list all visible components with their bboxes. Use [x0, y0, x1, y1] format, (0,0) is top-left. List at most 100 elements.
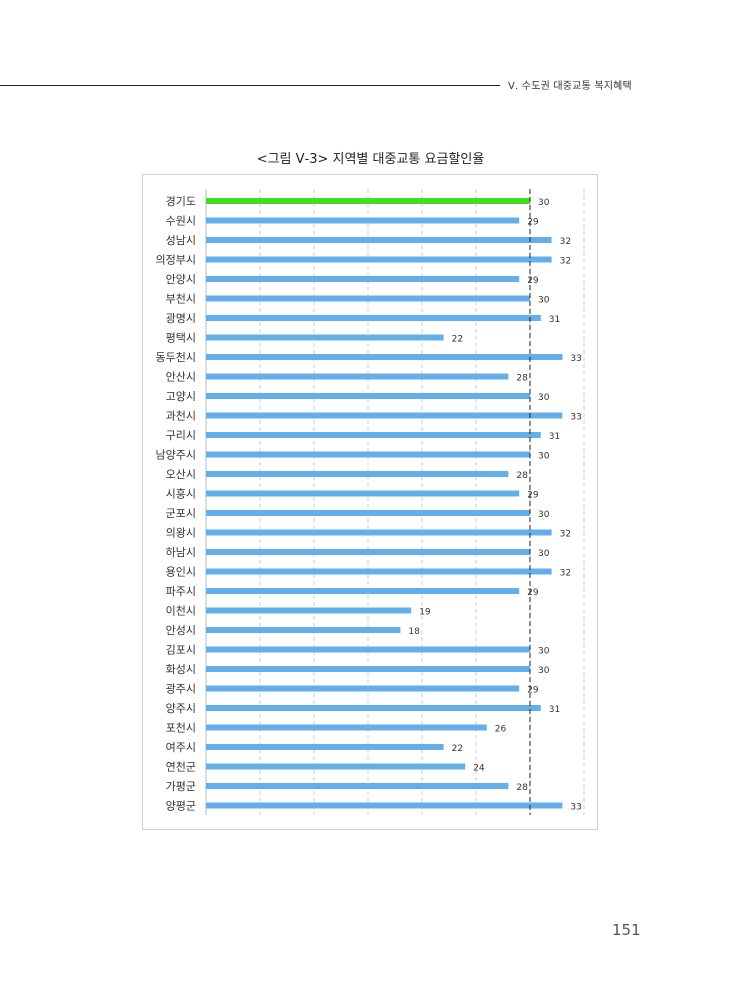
value-label: 33	[570, 413, 581, 423]
value-label: 22	[452, 335, 463, 345]
bar	[206, 646, 530, 653]
category-label: 의왕시	[166, 527, 196, 540]
value-label: 28	[516, 374, 528, 384]
value-label: 32	[560, 237, 571, 247]
value-label: 29	[527, 588, 539, 598]
category-label: 광명시	[166, 312, 196, 325]
value-label: 24	[473, 764, 485, 774]
value-label: 32	[560, 257, 571, 267]
category-label: 오산시	[166, 468, 196, 481]
bar	[206, 373, 509, 380]
bar	[206, 490, 520, 497]
bar	[206, 510, 530, 516]
category-label: 군포시	[166, 507, 196, 520]
value-label: 28	[516, 471, 528, 481]
category-label: 포천시	[166, 721, 196, 735]
value-label: 30	[538, 393, 550, 403]
value-label: 30	[538, 549, 550, 559]
value-label: 22	[452, 744, 463, 754]
category-label: 용인시	[166, 566, 196, 579]
category-label: 김포시	[166, 644, 196, 657]
category-label: 이천시	[166, 604, 196, 618]
bar	[206, 705, 541, 711]
value-label: 30	[538, 647, 550, 657]
category-label: 수원시	[166, 215, 196, 228]
category-label: 화성시	[166, 663, 196, 676]
category-label: 안산시	[166, 371, 196, 384]
value-label: 32	[560, 569, 571, 579]
category-label: 연천군	[166, 760, 196, 774]
value-label: 33	[570, 803, 581, 813]
bar	[206, 217, 520, 224]
bar	[206, 432, 541, 438]
value-label: 30	[538, 666, 550, 676]
bar	[206, 685, 520, 692]
category-label: 의정부시	[156, 254, 196, 267]
category-label: 평택시	[166, 332, 196, 345]
bar	[206, 315, 541, 321]
category-label: 과천시	[166, 409, 196, 423]
bar	[206, 529, 552, 536]
header-rule	[0, 85, 500, 86]
bar	[206, 334, 444, 341]
category-label: 여주시	[166, 741, 196, 754]
bar	[206, 763, 466, 770]
bar	[206, 295, 530, 302]
value-label: 30	[538, 452, 550, 462]
category-label: 가평군	[166, 780, 196, 793]
category-label: 구리시	[166, 429, 196, 442]
value-label: 26	[495, 725, 507, 735]
bar	[206, 451, 530, 458]
category-label: 하남시	[166, 545, 196, 559]
value-label: 29	[527, 218, 539, 228]
bar	[206, 607, 412, 614]
bar-chart: 경기도 30 수원시 29 성남시 32 의정부시 32 안양시 29 부천시 30 광명시 31 평택시 2…	[156, 189, 585, 815]
bar	[206, 276, 520, 282]
value-label: 29	[527, 276, 539, 286]
bar	[206, 237, 552, 243]
category-label: 안양시	[166, 273, 196, 286]
bar	[206, 627, 401, 633]
bar	[206, 666, 530, 672]
bar	[206, 393, 530, 399]
category-label: 동두천시	[156, 350, 196, 364]
value-label: 30	[538, 296, 550, 306]
category-label: 시흥시	[166, 487, 196, 501]
bar	[206, 724, 487, 731]
value-label: 31	[549, 432, 560, 442]
category-label: 양평군	[166, 800, 196, 813]
page-number: 151	[612, 921, 641, 939]
value-label: 29	[527, 491, 539, 501]
bar	[206, 802, 563, 809]
bar	[206, 588, 520, 594]
value-label: 30	[538, 510, 550, 520]
category-label: 양주시	[166, 702, 196, 715]
value-label: 19	[419, 608, 431, 618]
section-title: Ⅴ. 수도권 대중교통 복지혜택	[508, 81, 632, 92]
bar	[206, 354, 563, 360]
value-label: 31	[549, 315, 560, 325]
bar	[206, 783, 509, 789]
bar	[206, 256, 552, 263]
bar	[206, 744, 444, 750]
value-label: 33	[570, 354, 581, 364]
bar	[206, 412, 563, 419]
value-label: 18	[408, 627, 420, 637]
bar	[206, 471, 509, 477]
category-label: 성남시	[166, 234, 196, 247]
category-label: 경기도	[166, 195, 196, 208]
value-label: 31	[549, 705, 560, 715]
bar	[206, 549, 530, 555]
value-label: 29	[527, 686, 539, 696]
value-label: 28	[516, 783, 528, 793]
category-label: 파주시	[166, 585, 196, 598]
category-label: 안성시	[166, 624, 196, 637]
chart-frame: 경기도 30 수원시 29 성남시 32 의정부시 32 안양시 29 부천시 30 광명시 31 평택시 2…	[142, 174, 598, 830]
category-label: 광주시	[166, 683, 196, 696]
bar	[206, 568, 552, 575]
category-label: 고양시	[166, 390, 196, 403]
bar	[206, 198, 530, 204]
category-label: 부천시	[166, 292, 196, 306]
category-label: 남양주시	[156, 449, 196, 462]
value-label: 32	[560, 530, 571, 540]
